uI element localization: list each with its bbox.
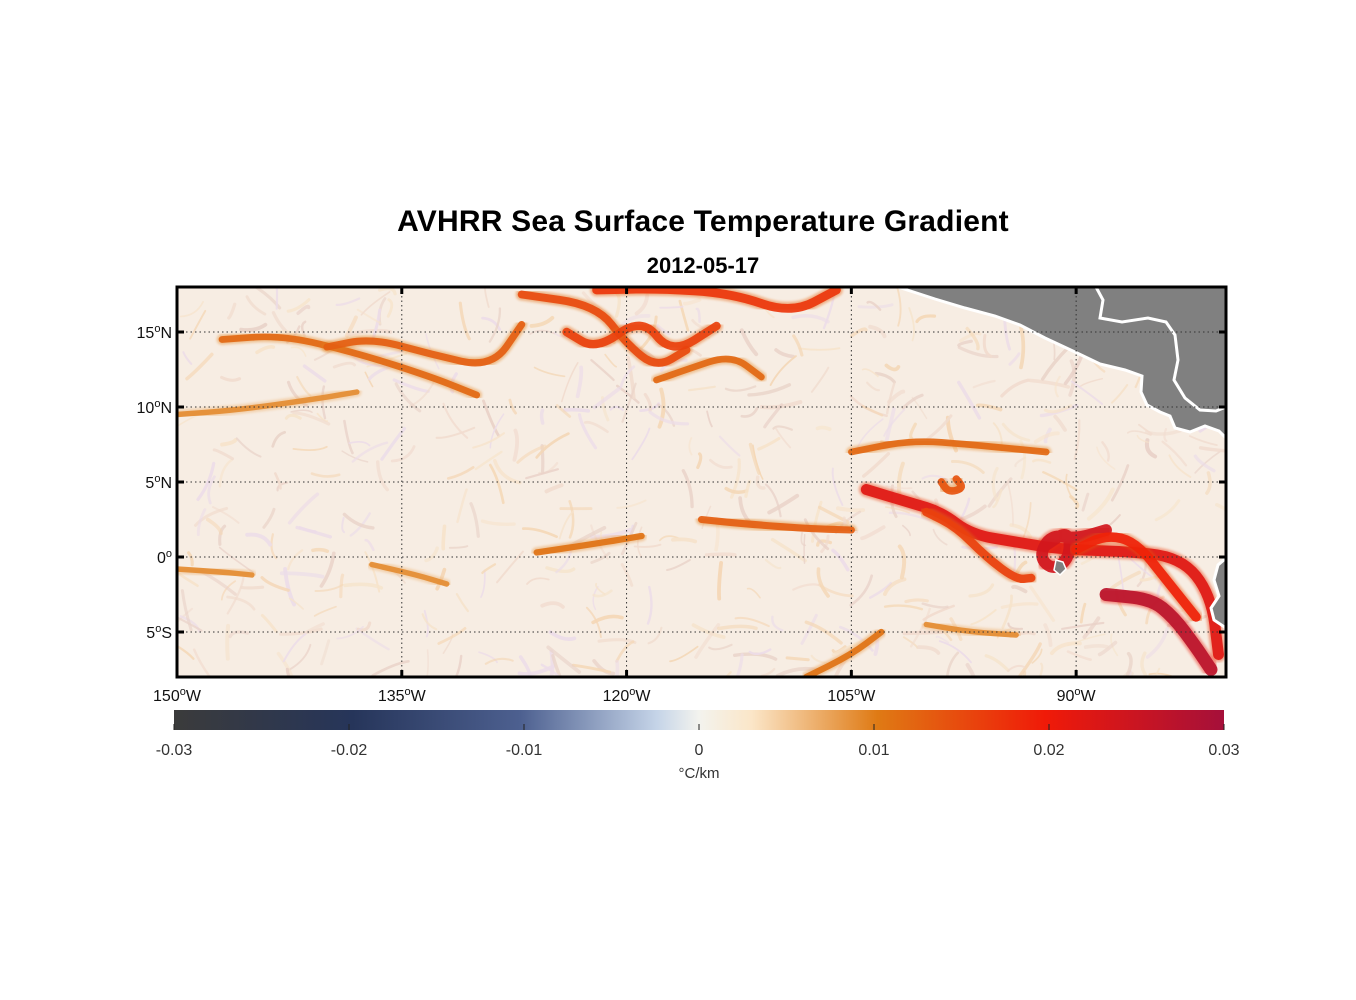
lon-tick-label: 105oW [827, 686, 876, 705]
colorbar-tick-label: 0.02 [1033, 742, 1064, 759]
lat-tick-label: 0o [157, 548, 172, 567]
sst-front [923, 621, 1019, 638]
lon-tick-label: 90oW [1057, 686, 1097, 705]
colorbar-tick-label: -0.01 [506, 742, 543, 759]
sst-front [562, 321, 721, 351]
colorbar-tick-label: 0 [695, 742, 704, 759]
sst-front [697, 515, 855, 534]
lon-tick-label: 120oW [603, 686, 652, 705]
sst-front [922, 507, 1036, 584]
lat-tick-label: 5oN [145, 473, 172, 492]
sst-front [369, 561, 450, 587]
galapagos-land [1053, 559, 1067, 577]
land-layer [897, 287, 1226, 630]
lon-tick-label: 135oW [378, 686, 427, 705]
colorbar [174, 710, 1224, 730]
sst-front [517, 290, 691, 367]
sst-front [1099, 588, 1218, 676]
sst-front [177, 566, 255, 578]
lat-tick-label: 5oS [146, 623, 172, 642]
sst-front [653, 355, 765, 384]
colorbar-tick-label: 0.01 [858, 742, 889, 759]
sst-front [937, 475, 966, 495]
south-america-land [1209, 556, 1226, 630]
sst-front [533, 532, 645, 556]
sst-front [592, 287, 841, 313]
axis-ticks: 15oN 10oN 5oN 0o 5oS 150oW 135oW 120oW 105oW 90oW [137, 287, 1226, 705]
sst-front [1071, 532, 1201, 622]
figure-title: AVHRR Sea Surface Temperature Gradient [397, 205, 1009, 238]
colorbar-tick-label: -0.02 [331, 742, 368, 759]
central-america-land [897, 287, 1226, 441]
figure-subtitle: 2012-05-17 [646, 253, 760, 278]
gradient-fronts [177, 287, 1226, 677]
sst-front [1036, 524, 1112, 573]
lat-tick-label: 15oN [137, 323, 172, 342]
sst-front [218, 333, 481, 399]
colorbar-tick-label: 0.03 [1208, 742, 1239, 759]
lat-tick-label: 10oN [137, 398, 172, 417]
lon-tick-label: 150oW [153, 686, 202, 705]
colorbar-units: °C/km [679, 765, 720, 782]
colorbar-tick-label: -0.03 [156, 742, 193, 759]
sst-front [860, 484, 1224, 660]
sst-front [848, 438, 1050, 456]
colorbar-ticks: -0.03 -0.02 -0.01 0 0.01 0.02 0.03 [156, 724, 1240, 759]
sst-front [177, 389, 360, 418]
